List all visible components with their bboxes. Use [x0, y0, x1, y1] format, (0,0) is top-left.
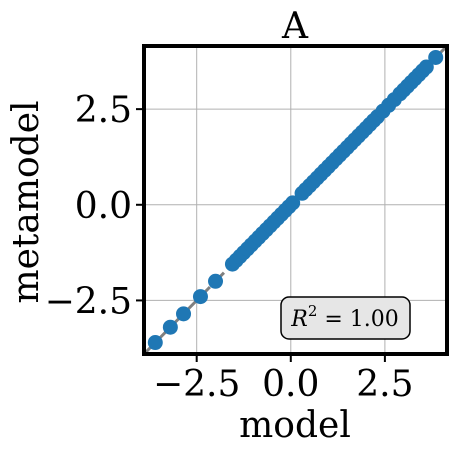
- y-tick-label: 2.5: [75, 90, 132, 131]
- data-point: [162, 319, 178, 335]
- plot-area: [142, 44, 449, 356]
- x-tick-label: −2.5: [153, 364, 240, 405]
- r-squared-annotation: R2 = 1.00: [280, 296, 411, 340]
- data-point: [285, 195, 301, 211]
- annotation-superscript: 2: [308, 302, 318, 320]
- data-point: [418, 59, 434, 75]
- data-point: [192, 289, 208, 305]
- data-point: [208, 273, 224, 289]
- annotation-box: [280, 296, 411, 340]
- data-point: [428, 49, 444, 65]
- x-axis-ticks: −2.5 0.0 2.5: [153, 354, 414, 405]
- y-tick-label: −2.5: [45, 281, 132, 322]
- y-axis-label: metamodel: [6, 100, 47, 303]
- data-point: [176, 306, 192, 322]
- data-points: [147, 49, 444, 351]
- x-axis-label: model: [239, 405, 351, 446]
- y-tick-label: 0.0: [75, 186, 132, 227]
- chart-title: A: [281, 6, 309, 47]
- plot-frame: [142, 44, 449, 356]
- data-point: [147, 335, 163, 351]
- y-axis-ticks: −2.5 0.0 2.5: [45, 90, 144, 322]
- annotation-r: R: [290, 307, 308, 332]
- annotation-value: = 1.00: [317, 307, 398, 332]
- x-tick-label: 0.0: [262, 364, 319, 405]
- svg-text:R2 = 1.00: R2 = 1.00: [290, 302, 399, 332]
- x-tick-label: 2.5: [356, 364, 413, 405]
